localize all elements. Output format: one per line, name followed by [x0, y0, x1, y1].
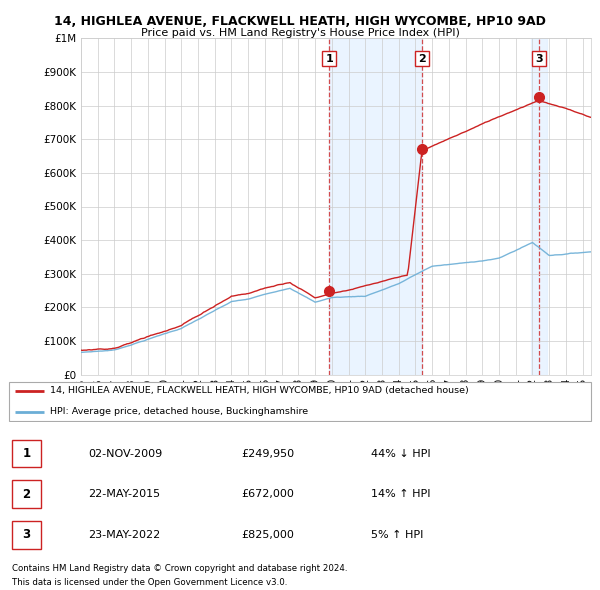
Text: 14, HIGHLEA AVENUE, FLACKWELL HEATH, HIGH WYCOMBE, HP10 9AD (detached house): 14, HIGHLEA AVENUE, FLACKWELL HEATH, HIG…: [50, 386, 469, 395]
FancyBboxPatch shape: [9, 382, 591, 421]
Text: 23-MAY-2022: 23-MAY-2022: [88, 530, 161, 540]
Text: £825,000: £825,000: [241, 530, 294, 540]
Text: £249,950: £249,950: [241, 448, 295, 458]
Text: 2: 2: [418, 54, 426, 64]
Text: 2: 2: [23, 487, 31, 501]
FancyBboxPatch shape: [12, 480, 41, 508]
FancyBboxPatch shape: [12, 440, 41, 467]
Text: This data is licensed under the Open Government Licence v3.0.: This data is licensed under the Open Gov…: [12, 578, 287, 586]
Text: 02-NOV-2009: 02-NOV-2009: [88, 448, 163, 458]
Text: £672,000: £672,000: [241, 489, 294, 499]
Text: Price paid vs. HM Land Registry's House Price Index (HPI): Price paid vs. HM Land Registry's House …: [140, 28, 460, 38]
Text: 44% ↓ HPI: 44% ↓ HPI: [371, 448, 430, 458]
Text: Contains HM Land Registry data © Crown copyright and database right 2024.: Contains HM Land Registry data © Crown c…: [12, 564, 347, 573]
Text: 1: 1: [23, 447, 31, 460]
Text: 22-MAY-2015: 22-MAY-2015: [88, 489, 160, 499]
Text: 1: 1: [325, 54, 333, 64]
Text: 3: 3: [535, 54, 543, 64]
Bar: [329, 38, 422, 375]
Text: 14, HIGHLEA AVENUE, FLACKWELL HEATH, HIGH WYCOMBE, HP10 9AD: 14, HIGHLEA AVENUE, FLACKWELL HEATH, HIG…: [54, 15, 546, 28]
Text: 3: 3: [23, 528, 31, 541]
Text: 14% ↑ HPI: 14% ↑ HPI: [371, 489, 430, 499]
FancyBboxPatch shape: [12, 521, 41, 549]
Text: 5% ↑ HPI: 5% ↑ HPI: [371, 530, 423, 540]
Bar: [530, 38, 547, 375]
Text: HPI: Average price, detached house, Buckinghamshire: HPI: Average price, detached house, Buck…: [50, 407, 308, 416]
